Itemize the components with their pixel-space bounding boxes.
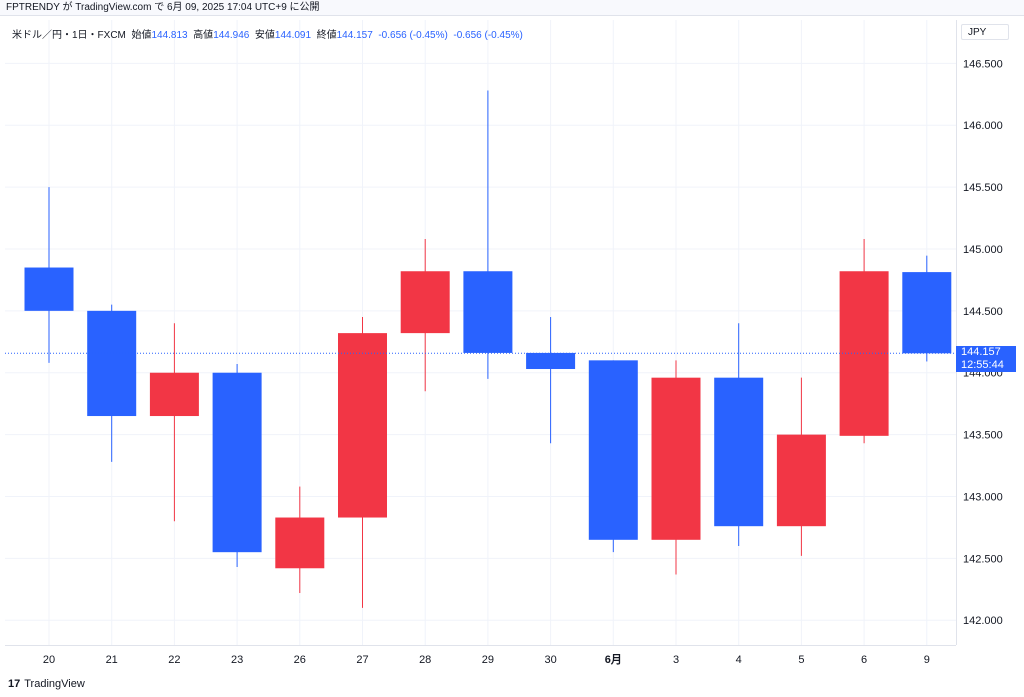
publish-header: FPTRENDY が TradingView.com で 6月 09, 2025… <box>0 0 1024 16</box>
time-tick-label: 22 <box>168 654 180 666</box>
price-tick-label: 145.500 <box>963 182 1003 194</box>
time-tick-label: 27 <box>356 654 368 666</box>
time-tick-label: 28 <box>419 654 431 666</box>
candle-body <box>338 333 387 518</box>
low-label: 安値 <box>254 30 275 41</box>
candle-body <box>526 352 576 370</box>
time-tick-label: 26 <box>294 654 306 666</box>
high-value: 144.946 <box>213 30 250 41</box>
price-tick-label: 143.500 <box>963 430 1003 442</box>
change-value-2: -0.656 (-0.45%) <box>453 30 523 41</box>
candle-body <box>776 434 826 527</box>
time-tick-label: 29 <box>482 654 494 666</box>
time-tick-label: 3 <box>673 654 679 666</box>
candle-body <box>463 271 513 353</box>
candle-body <box>400 271 450 334</box>
current-price-badge: 144.157 <box>956 346 1016 360</box>
time-axis[interactable]: 20 21 22 23 26 27 28 29 30 6月 3 4 5 6 9 <box>5 645 956 674</box>
close-label: 終値 <box>316 30 337 41</box>
price-tick-label: 144.500 <box>963 306 1003 318</box>
candle-body <box>588 360 638 540</box>
time-tick-label: 5 <box>798 654 804 666</box>
candle-body <box>275 517 325 569</box>
change-value: -0.656 (-0.45%) <box>378 30 448 41</box>
high-label: 高値 <box>193 30 214 41</box>
ohlc-legend: 米ドル／円・1日・FXCM 始値144.813 高値144.946 安値144.… <box>12 26 523 41</box>
time-tick-label: 9 <box>924 654 930 666</box>
tradingview-brand: TradingView <box>24 678 85 690</box>
symbol-label[interactable]: 米ドル／円・1日・FXCM <box>12 30 126 41</box>
low-value: 144.091 <box>274 30 312 41</box>
time-tick-label: 20 <box>43 654 55 666</box>
countdown-badge: 12:55:44 <box>956 359 1016 373</box>
currency-label[interactable]: JPY <box>961 24 1009 40</box>
open-label: 始値 <box>131 30 152 41</box>
chart-area[interactable] <box>5 20 956 645</box>
price-tick-label: 145.000 <box>963 244 1003 256</box>
candle-body <box>87 310 137 417</box>
close-value: 144.157 <box>336 30 373 41</box>
time-tick-label: 23 <box>231 654 243 666</box>
candle-body <box>902 272 952 354</box>
time-tick-label: 6 <box>861 654 867 666</box>
tradingview-logo-icon: 17 <box>8 678 21 690</box>
price-tick-label: 143.000 <box>963 491 1003 503</box>
tradingview-footer[interactable]: 17 TradingView <box>8 678 85 690</box>
open-value: 144.813 <box>151 30 188 41</box>
candle-body <box>651 377 701 540</box>
price-tick-label: 146.500 <box>963 58 1003 70</box>
time-tick-label: 4 <box>736 654 742 666</box>
candle-body <box>212 372 262 553</box>
time-tick-label: 30 <box>544 654 556 666</box>
price-axis-svg: 146.500146.000145.500145.000144.500144.0… <box>963 58 1003 627</box>
candlestick-chart[interactable] <box>5 20 956 645</box>
candle-body <box>24 267 74 311</box>
time-tick-label: 6月 <box>605 653 622 666</box>
price-axis[interactable]: 146.500 146.000 145.500 145.000 144.500 144.0… <box>956 20 1019 645</box>
price-tick-label: 142.000 <box>963 615 1003 627</box>
time-tick-label: 21 <box>106 654 118 666</box>
candle-body <box>714 377 764 527</box>
candle-body <box>149 372 199 417</box>
time-axis-svg: 20 21 22 23 26 27 28 29 30 6月 3 4 5 6 9 <box>43 653 930 666</box>
price-tick-label: 142.500 <box>963 553 1003 565</box>
candle-body <box>839 271 889 436</box>
price-tick-label: 146.000 <box>963 120 1003 132</box>
